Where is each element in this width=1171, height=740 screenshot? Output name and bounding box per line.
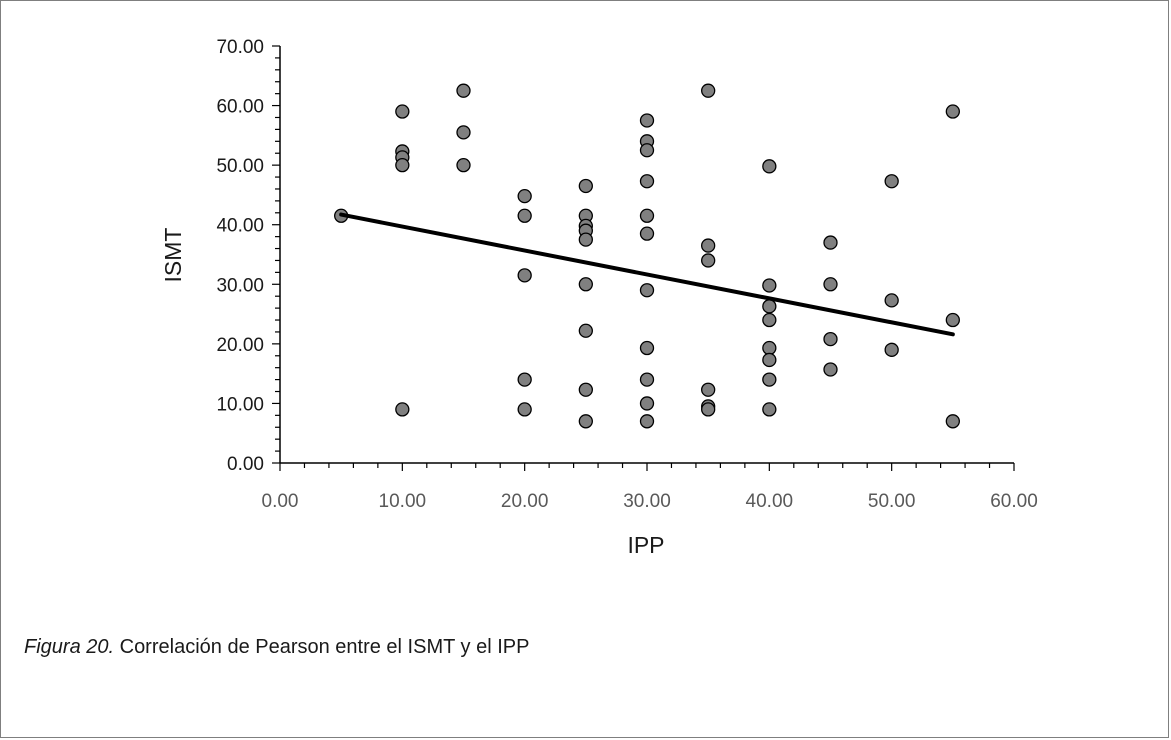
data-point [578,178,593,194]
data-point [639,174,655,189]
data-point [762,159,777,174]
data-point [762,372,777,387]
y-tick-label: 10.00 [216,394,264,415]
axes [272,45,1015,471]
data-point [578,232,593,247]
x-tick-label: 40.00 [746,491,794,512]
x-tick-label: 60.00 [990,491,1038,512]
data-point [456,157,471,173]
data-point [823,331,838,347]
data-point [701,83,716,98]
tick-labels: 0.00 10.00 20.00 30.00 40.00 50.00 60.00 70.00 0… [216,37,1037,512]
data-point [639,283,655,298]
data-point [395,157,410,173]
data-point [639,396,655,411]
y-tick-label: 30.00 [216,275,264,296]
y-tick-label: 60.00 [216,97,264,118]
x-axis-title: IPP [627,532,664,558]
data-point [639,372,655,387]
data-point [517,268,532,283]
trendline-group [339,212,955,337]
data-point [578,414,593,429]
y-tick-label: 0.00 [227,454,264,475]
data-point [762,299,777,314]
data-point [578,323,593,338]
x-tick-label: 0.00 [262,491,299,512]
data-point [762,340,777,356]
x-tick-label: 50.00 [868,491,916,512]
y-tick-label: 40.00 [216,216,264,237]
figure-label: Figura 20. [24,636,115,658]
data-point [701,402,716,417]
data-point [639,340,655,356]
data-point [517,372,532,387]
data-point [639,113,655,128]
y-tick-label: 50.00 [216,156,264,177]
y-tick-label: 70.00 [216,37,264,58]
data-point [762,402,777,417]
data-point [456,83,471,98]
x-tick-label: 30.00 [623,491,671,512]
data-point [517,402,532,417]
data-point [701,253,716,268]
data-point [762,312,777,328]
data-points [334,83,960,429]
data-point [884,174,899,189]
data-point [823,235,838,250]
data-point [823,277,838,292]
data-point [395,402,410,417]
data-point [578,382,593,397]
data-point [456,125,471,140]
figure-caption-text: Correlación de Pearson entre el ISMT y e… [114,636,530,658]
data-point [762,352,777,368]
data-point [517,188,532,204]
y-tick-label: 20.00 [216,335,264,356]
data-point [701,238,716,253]
data-point [701,382,716,397]
data-point [578,277,593,292]
x-tick-label: 20.00 [501,491,549,512]
data-point [395,104,410,119]
data-point [945,312,960,328]
x-tick-label: 10.00 [379,491,427,512]
y-axis-title: ISMT [160,228,186,283]
data-point [884,293,899,308]
data-point [945,414,960,429]
data-point [884,342,899,357]
data-point [639,226,655,241]
data-point [639,143,655,158]
data-point [517,208,532,223]
scatter-chart: 0.00 10.00 20.00 30.00 40.00 50.00 60.00 70.00 0… [160,37,1038,558]
data-point [945,104,960,119]
figure-caption: Figura 20. Correlación de Pearson entre … [24,636,529,659]
data-point [823,362,838,377]
data-point [639,208,655,223]
data-point [762,278,777,293]
trendline [339,212,955,337]
data-point [639,414,655,429]
